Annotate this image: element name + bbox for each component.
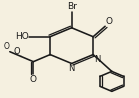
Text: O: O (14, 47, 21, 56)
Text: O: O (106, 17, 113, 26)
Text: Br: Br (67, 2, 77, 11)
Text: O: O (3, 42, 9, 51)
Text: N: N (69, 64, 75, 73)
Text: HO: HO (15, 32, 29, 41)
Text: N: N (94, 55, 100, 64)
Text: O: O (30, 75, 37, 84)
